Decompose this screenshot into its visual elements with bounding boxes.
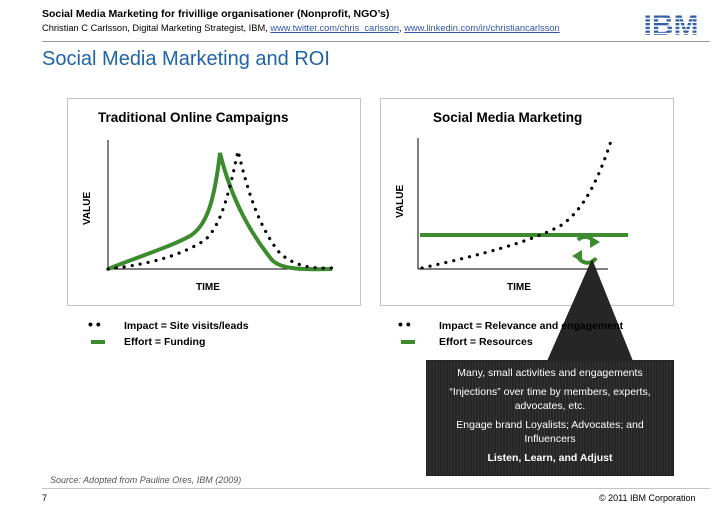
- recycle-arrows-icon: [572, 234, 600, 265]
- copyright-notice: © 2011 IBM Corporation: [599, 493, 696, 503]
- ibm-logo: IBM: [644, 9, 699, 38]
- callout-line-activities: Many, small activities and engagements: [457, 367, 643, 379]
- traditional-chart: [106, 140, 334, 272]
- slide-title: Social Media Marketing and ROI: [42, 48, 330, 70]
- traditional-impact-legend: Impact = Site visits/leads: [124, 320, 249, 332]
- link-separator: ,: [399, 23, 405, 33]
- header-divider: [42, 41, 710, 42]
- social-media-panel: [380, 98, 674, 306]
- social-y-axis-label: VALUE: [395, 184, 406, 218]
- ibm-logo-text: IBM: [644, 9, 699, 38]
- traditional-campaigns-panel: [67, 98, 361, 306]
- callout-pointer: [547, 258, 633, 361]
- callout-box: Many, small activities and engagements “…: [426, 360, 674, 476]
- header-title: Social Media Marketing for frivillige or…: [42, 8, 390, 20]
- twitter-link[interactable]: www.twitter.com/chris_carlsson: [270, 23, 400, 33]
- callout-line-injections: “Injections” over time by members, exper…: [449, 386, 651, 412]
- traditional-effort-legend: Effort = Funding: [124, 336, 206, 348]
- legend-dots-icon: ••: [88, 316, 104, 332]
- social-impact-legend: Impact = Relevance and engagement: [439, 320, 624, 332]
- traditional-x-axis-label: TIME: [196, 282, 220, 293]
- social-effort-legend: Effort = Resources: [439, 336, 533, 348]
- impact-visits-dotted-line: [106, 150, 334, 271]
- traditional-chart-title: Traditional Online Campaigns: [98, 110, 289, 125]
- source-note: Source: Adopted from Pauline Ores, IBM (…: [50, 475, 242, 485]
- legend-bar-icon: [401, 340, 415, 344]
- social-x-axis-label: TIME: [507, 282, 531, 293]
- author-line: Christian C Carlsson, Digital Marketing …: [42, 23, 271, 33]
- footer-divider: [42, 488, 710, 489]
- callout-line-listen: Listen, Learn, and Adjust: [487, 452, 613, 464]
- traditional-y-axis-label: VALUE: [82, 191, 93, 225]
- header-subtitle: Christian C Carlsson, Digital Marketing …: [42, 23, 560, 33]
- page-number: 7: [42, 493, 48, 503]
- social-chart-title: Social Media Marketing: [433, 110, 583, 125]
- linkedin-link[interactable]: www.linkedin.com/in/christiancarlsson: [404, 23, 560, 33]
- legend-dots-icon: ••: [398, 316, 414, 332]
- impact-engagement-dotted-line: [420, 136, 614, 270]
- callout-line-engage: Engage brand Loyalists; Advocates; and I…: [456, 419, 644, 445]
- effort-funding-line: [107, 152, 333, 272]
- legend-bar-icon: [91, 340, 105, 344]
- social-chart: [417, 136, 628, 270]
